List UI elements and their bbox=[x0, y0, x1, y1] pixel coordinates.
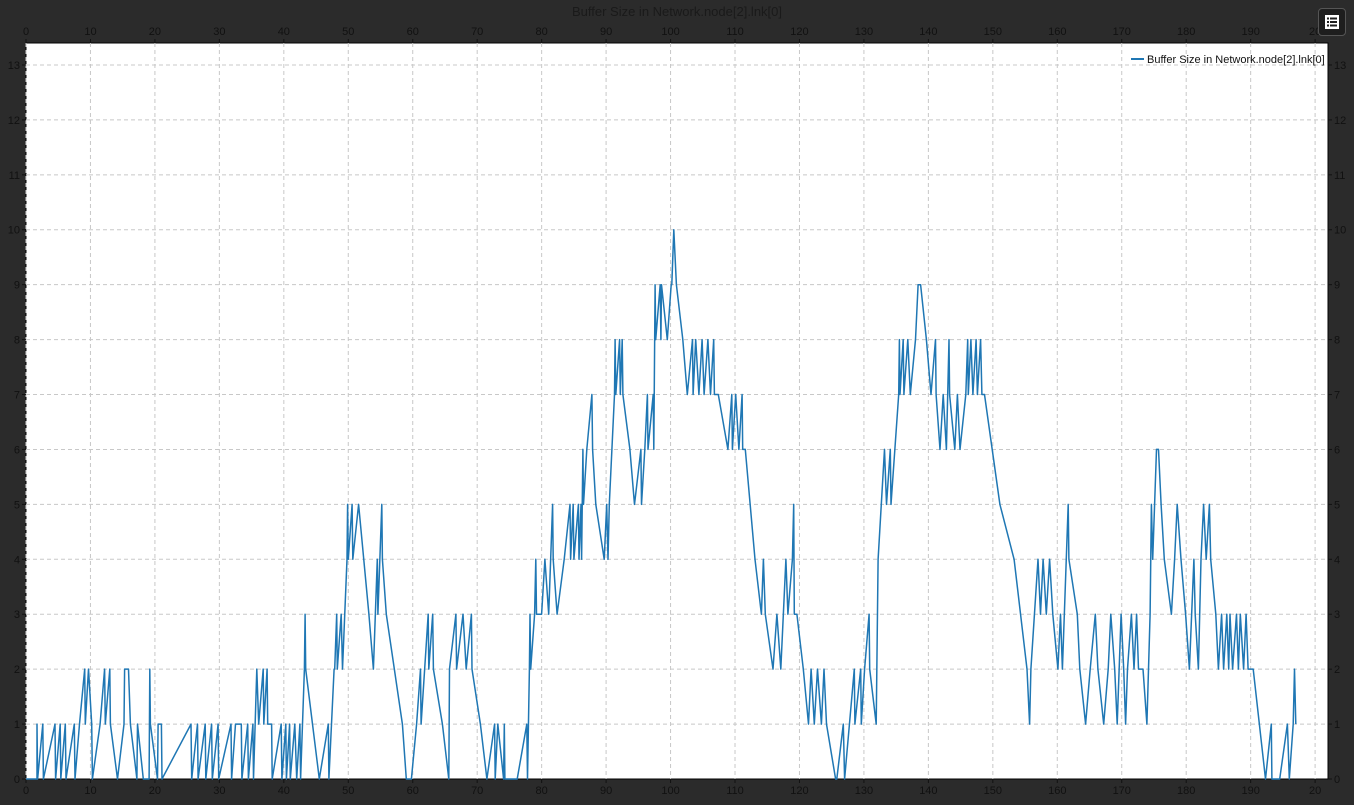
x-tick-label-bottom: 10 bbox=[84, 785, 96, 797]
x-tick-label-bottom: 20 bbox=[149, 785, 161, 797]
y-tick-label-left: 2 bbox=[14, 664, 20, 676]
grid-lines bbox=[25, 43, 1328, 779]
x-tick-label-top: 150 bbox=[984, 26, 1002, 38]
x-tick-label-bottom: 140 bbox=[919, 785, 937, 797]
y-tick-label-left: 10 bbox=[8, 225, 20, 237]
y-tick-label-left: 12 bbox=[8, 115, 20, 127]
y-tick-label-left: 0 bbox=[14, 774, 20, 786]
x-tick-label-bottom: 170 bbox=[1113, 785, 1131, 797]
x-tick-label-bottom: 100 bbox=[661, 785, 679, 797]
y-tick-label-right: 6 bbox=[1334, 444, 1340, 456]
x-tick-label-top: 70 bbox=[471, 26, 483, 38]
y-tick-label-right: 0 bbox=[1334, 774, 1340, 786]
x-tick-label-top: 110 bbox=[726, 26, 744, 38]
legend-label: Buffer Size in Network.node[2].lnk[0] bbox=[1147, 54, 1325, 66]
x-tick-label-top: 160 bbox=[1048, 26, 1066, 38]
x-tick-label-top: 10 bbox=[84, 26, 96, 38]
x-tick-label-bottom: 150 bbox=[984, 785, 1002, 797]
y-tick-label-left: 9 bbox=[14, 280, 20, 292]
x-tick-label-bottom: 50 bbox=[342, 785, 354, 797]
y-tick-label-right: 5 bbox=[1334, 499, 1340, 511]
y-tick-label-right: 8 bbox=[1334, 335, 1340, 347]
x-tick-label-top: 40 bbox=[278, 26, 290, 38]
y-tick-label-left: 3 bbox=[14, 609, 20, 621]
y-tick-label-right: 10 bbox=[1334, 225, 1346, 237]
y-tick-label-right: 3 bbox=[1334, 609, 1340, 621]
x-tick-label-bottom: 40 bbox=[278, 785, 290, 797]
y-tick-label-right: 11 bbox=[1334, 170, 1345, 182]
x-tick-label-bottom: 180 bbox=[1177, 785, 1195, 797]
y-tick-label-left: 4 bbox=[14, 554, 20, 566]
x-tick-label-bottom: 90 bbox=[600, 785, 612, 797]
x-tick-label-bottom: 0 bbox=[23, 785, 29, 797]
plot-area-background bbox=[25, 42, 1329, 780]
x-tick-label-top: 120 bbox=[790, 26, 808, 38]
y-tick-label-right: 13 bbox=[1334, 60, 1346, 72]
y-tick-label-left: 13 bbox=[8, 60, 20, 72]
x-tick-label-top: 130 bbox=[855, 26, 873, 38]
x-tick-label-top: 30 bbox=[213, 26, 225, 38]
x-tick-label-bottom: 120 bbox=[790, 785, 808, 797]
x-tick-label-bottom: 130 bbox=[855, 785, 873, 797]
x-tick-label-top: 180 bbox=[1177, 26, 1195, 38]
y-tick-label-left: 6 bbox=[14, 444, 20, 456]
axis-ticks: 0010102020303040405050606070708080909010… bbox=[8, 26, 1347, 797]
chart-title: Buffer Size in Network.node[2].lnk[0] bbox=[571, 4, 783, 19]
y-tick-label-right: 9 bbox=[1334, 280, 1340, 292]
x-tick-label-top: 90 bbox=[600, 26, 612, 38]
x-tick-label-top: 190 bbox=[1241, 26, 1259, 38]
y-tick-label-left: 5 bbox=[14, 499, 20, 511]
series-layer bbox=[26, 228, 1297, 780]
y-tick-label-right: 1 bbox=[1334, 719, 1340, 731]
x-tick-label-bottom: 160 bbox=[1048, 785, 1066, 797]
y-tick-label-right: 12 bbox=[1334, 115, 1346, 127]
x-tick-label-bottom: 110 bbox=[726, 785, 744, 797]
x-tick-label-top: 80 bbox=[536, 26, 548, 38]
x-tick-label-top: 60 bbox=[407, 26, 419, 38]
x-tick-label-top: 50 bbox=[342, 26, 354, 38]
list-menu-icon bbox=[1325, 15, 1339, 29]
y-tick-label-left: 1 bbox=[14, 719, 20, 731]
x-tick-label-bottom: 20 bbox=[1309, 785, 1321, 797]
x-tick-label-bottom: 80 bbox=[536, 785, 548, 797]
y-tick-label-right: 2 bbox=[1334, 664, 1340, 676]
x-tick-label-bottom: 60 bbox=[407, 785, 419, 797]
y-tick-label-right: 4 bbox=[1334, 554, 1340, 566]
y-tick-label-right: 7 bbox=[1334, 390, 1340, 402]
x-tick-label-top: 140 bbox=[919, 26, 937, 38]
x-tick-label-top: 20 bbox=[149, 26, 161, 38]
series-line bbox=[26, 228, 1297, 780]
x-tick-label-top: 100 bbox=[661, 26, 679, 38]
x-tick-label-top: 0 bbox=[23, 26, 29, 38]
chart-menu-button[interactable] bbox=[1318, 8, 1346, 36]
legend: Buffer Size in Network.node[2].lnk[0] bbox=[1131, 54, 1325, 66]
x-tick-label-bottom: 70 bbox=[471, 785, 483, 797]
y-tick-label-left: 8 bbox=[14, 335, 20, 347]
x-tick-label-bottom: 30 bbox=[213, 785, 225, 797]
y-tick-label-left: 11 bbox=[9, 170, 20, 182]
x-tick-label-top: 170 bbox=[1113, 26, 1131, 38]
x-tick-label-bottom: 190 bbox=[1241, 785, 1259, 797]
y-tick-label-left: 7 bbox=[14, 390, 20, 402]
